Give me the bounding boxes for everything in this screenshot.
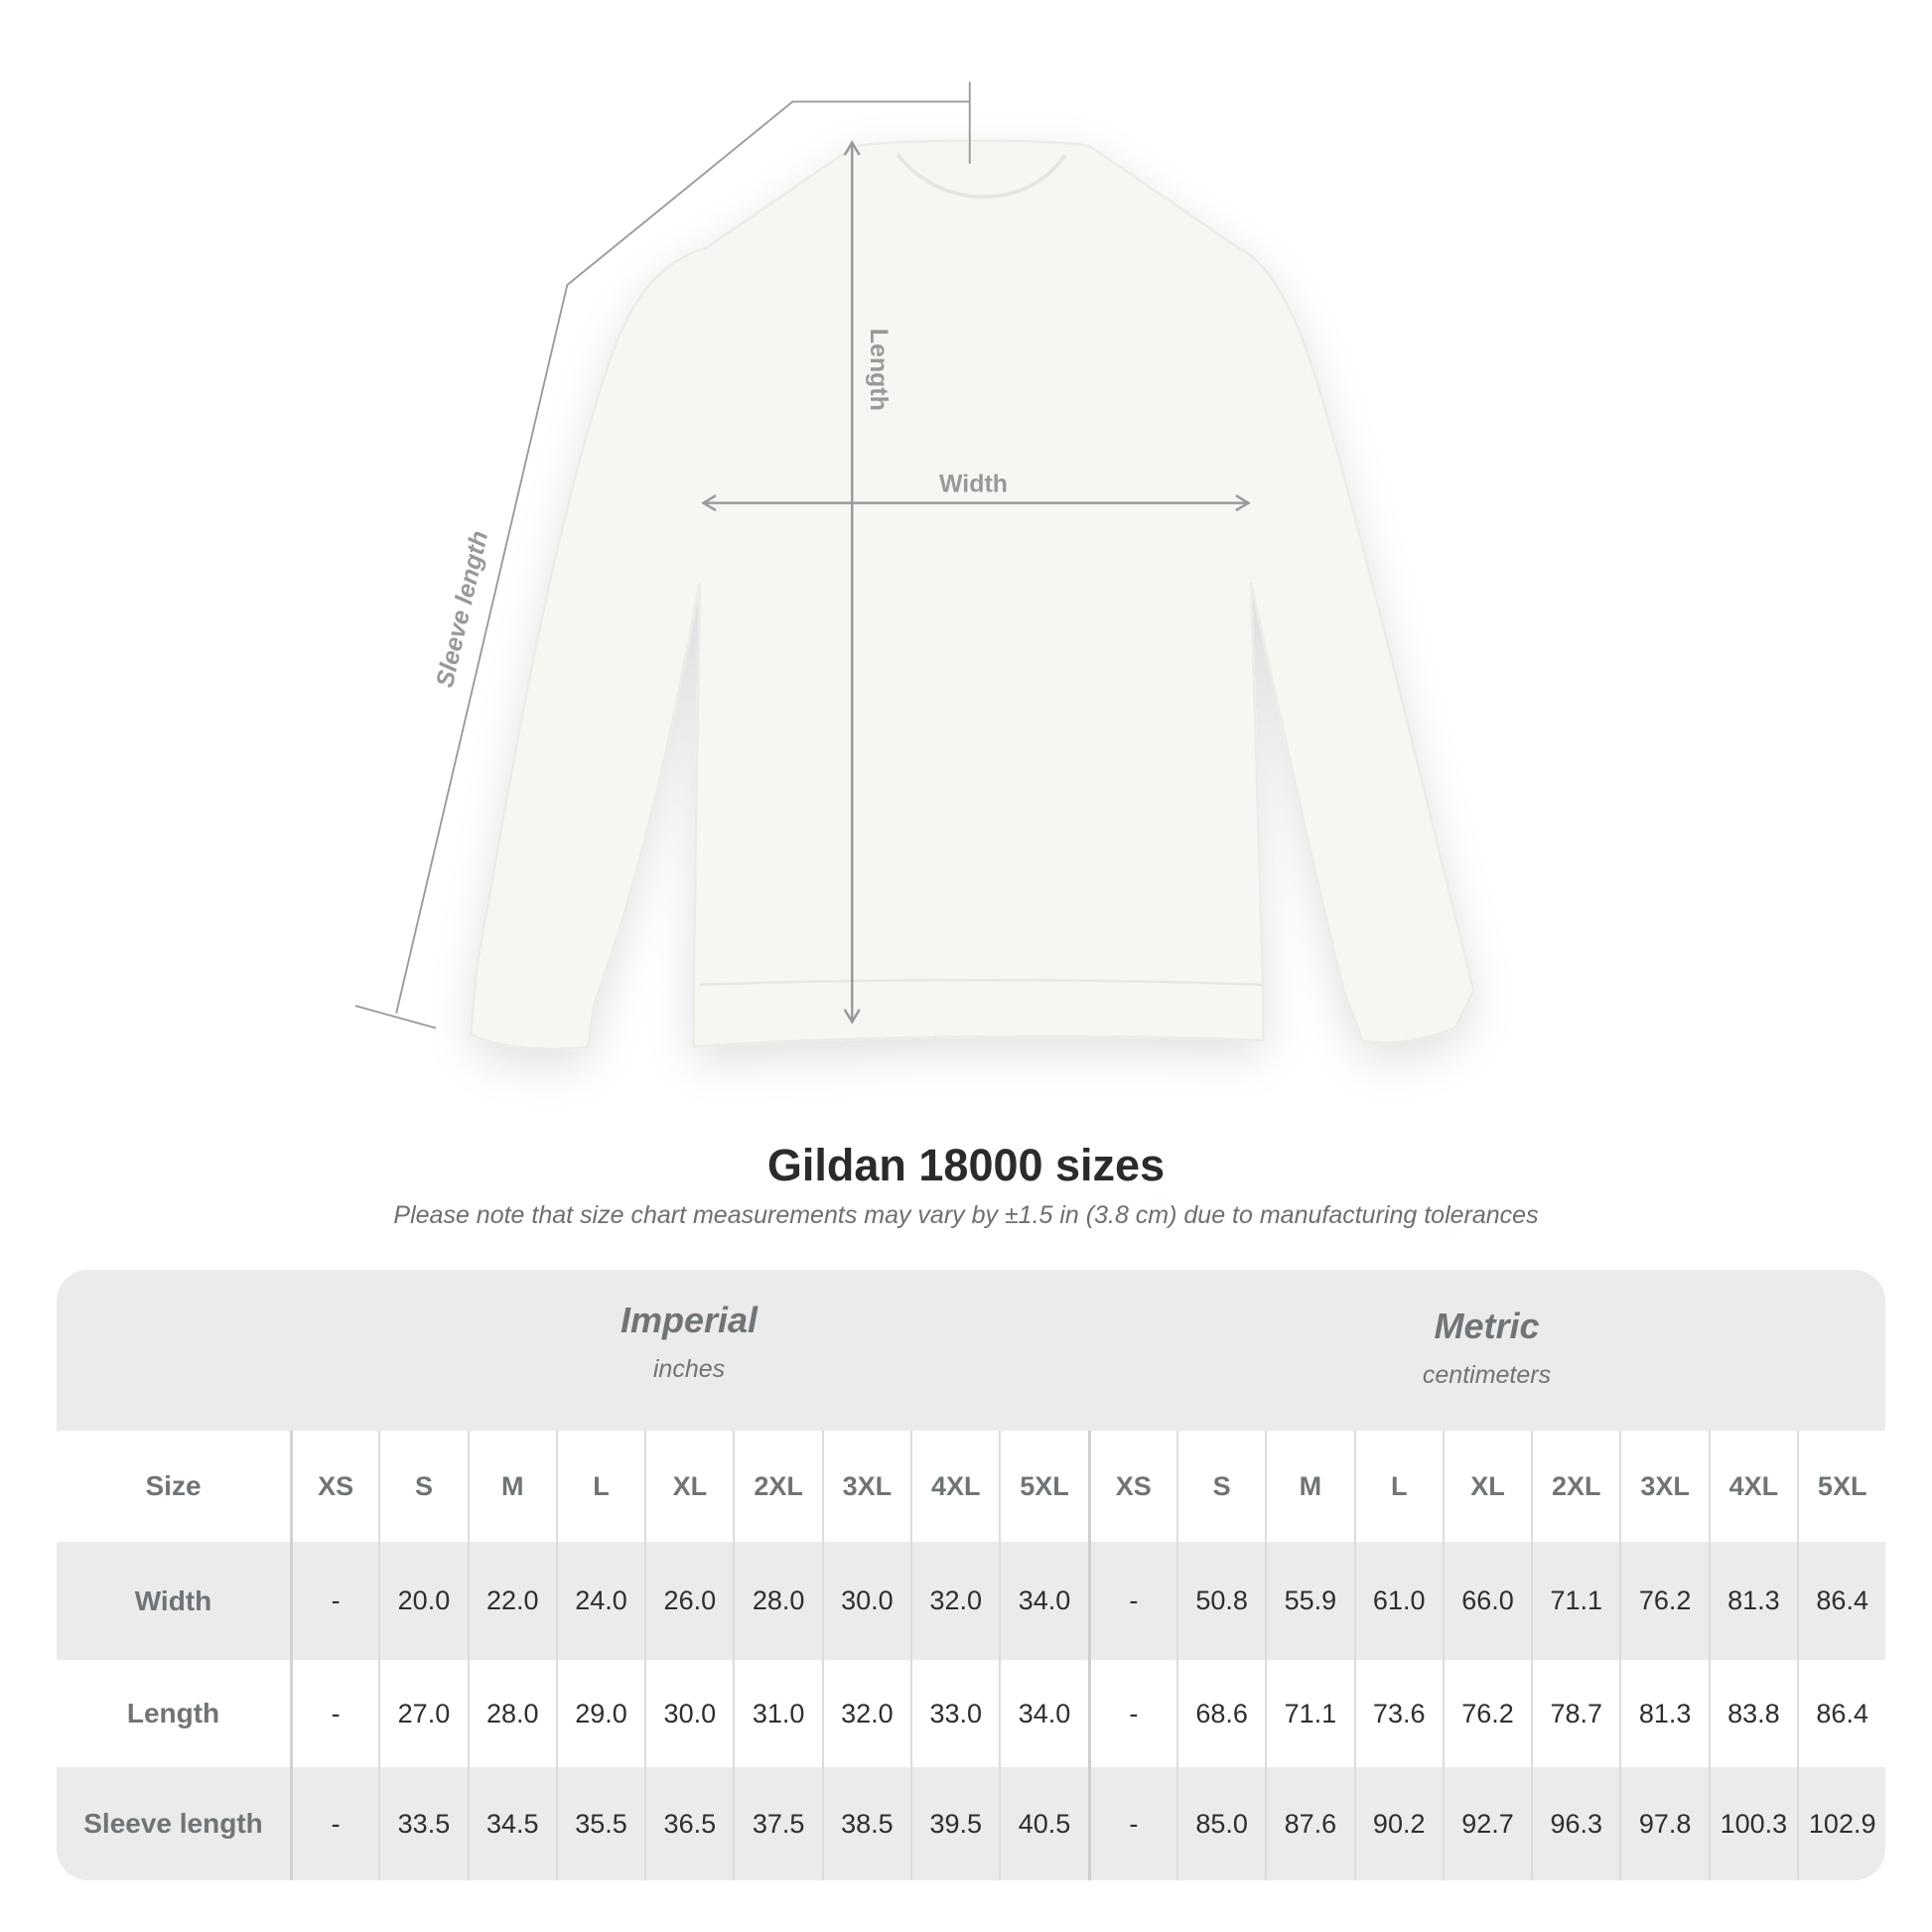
table-cell: 90.2 <box>1353 1767 1443 1880</box>
table-cell: 26.0 <box>644 1542 733 1660</box>
table-cell: 36.5 <box>644 1767 733 1880</box>
size-header-cell: 4XL <box>910 1431 999 1542</box>
table-cell: 34.0 <box>999 1542 1087 1660</box>
table-cell: 32.0 <box>821 1660 910 1767</box>
imperial-unit: inches <box>652 1355 726 1383</box>
size-header-cell: XL <box>1442 1431 1531 1542</box>
size-header-cell: 5XL <box>999 1431 1087 1542</box>
table-cell: 39.5 <box>910 1767 999 1880</box>
metric-header: Metric centimeters <box>1088 1306 1885 1390</box>
size-header-cell: 4XL <box>1708 1431 1797 1542</box>
table-cell: 97.8 <box>1619 1767 1708 1880</box>
table-cell: 76.2 <box>1619 1542 1708 1660</box>
table-cell: 50.8 <box>1175 1542 1265 1660</box>
sweatshirt-illustration: Length Width Sleeve length <box>354 81 1475 1050</box>
table-cell: 55.9 <box>1265 1542 1353 1660</box>
table-cell: - <box>1087 1660 1176 1767</box>
table-cell: 61.0 <box>1353 1542 1443 1660</box>
table-cell: 71.1 <box>1531 1542 1619 1660</box>
size-header-cell: XS <box>1087 1431 1176 1542</box>
imperial-title: Imperial <box>620 1300 759 1340</box>
sleeve-length-measure <box>354 81 971 1030</box>
page-title: Gildan 18000 sizes <box>766 1140 1166 1190</box>
table-cell: 81.3 <box>1619 1660 1708 1767</box>
table-row: Sleeve length -33.5 34.5 35.5 36.5 37.5 38.5 39… <box>57 1767 1885 1880</box>
table-cell: - <box>1087 1542 1176 1660</box>
size-header-cell: M <box>467 1431 556 1542</box>
table-cell: 83.8 <box>1708 1660 1797 1767</box>
table-cell: 32.0 <box>910 1542 999 1660</box>
width-label: Width <box>939 470 1008 497</box>
table-header-band <box>57 1270 1885 1431</box>
table-cell: 78.7 <box>1531 1660 1619 1767</box>
table-cell: - <box>290 1542 378 1660</box>
table-cell: 27.0 <box>378 1660 467 1767</box>
table-cell: - <box>290 1767 378 1880</box>
size-header-cell: L <box>555 1431 644 1542</box>
length-label: Length <box>865 329 893 411</box>
table-cell: 37.5 <box>733 1767 821 1880</box>
table-cell: 66.0 <box>1442 1542 1531 1660</box>
table-cell: 28.0 <box>467 1660 556 1767</box>
tolerance-note: Please note that size chart measurements… <box>393 1201 1539 1229</box>
table-cell: 22.0 <box>467 1542 556 1660</box>
table-cell: - <box>1087 1767 1176 1880</box>
size-header-cell: 2XL <box>1531 1431 1619 1542</box>
table-cell: 30.0 <box>644 1660 733 1767</box>
size-header-cell: S <box>1175 1431 1265 1542</box>
row-label: Sleeve length <box>83 1808 263 1839</box>
table-cell: 81.3 <box>1708 1542 1797 1660</box>
table-cell: 76.2 <box>1442 1660 1531 1767</box>
length-measure <box>843 140 861 1025</box>
sweatshirt <box>469 139 1475 1050</box>
size-header-cell: 5XL <box>1797 1431 1885 1542</box>
metric-title: Metric <box>1434 1306 1540 1346</box>
size-header-cell: 2XL <box>733 1431 821 1542</box>
table-row: Length -27.0 28.0 29.0 30.0 31.0 32.0 33.0 34.0-… <box>57 1660 1885 1767</box>
size-header-cell: 3XL <box>821 1431 910 1542</box>
table-cell: 20.0 <box>378 1542 467 1660</box>
table-cell: 86.4 <box>1797 1542 1885 1660</box>
table-cell: 28.0 <box>733 1542 821 1660</box>
table-cell: 100.3 <box>1708 1767 1797 1880</box>
table-cell: 87.6 <box>1265 1767 1353 1880</box>
size-header-cell: M <box>1265 1431 1353 1542</box>
imperial-header: Imperial inches <box>290 1300 1088 1384</box>
table-cell: 92.7 <box>1442 1767 1531 1880</box>
table-cell: 102.9 <box>1797 1767 1885 1880</box>
table-cell: 71.1 <box>1265 1660 1353 1767</box>
table-cell: 29.0 <box>555 1660 644 1767</box>
size-row: Size XS S M L XL 2XL 3XL 4XL 5XL XS S M L XL 2XL 3XL 4XL… <box>57 1431 1885 1542</box>
table-cell: 86.4 <box>1797 1660 1885 1767</box>
table-row: Width -20.0 22.0 24.0 26.0 28.0 30.0 32.0 34.0-5… <box>57 1542 1885 1660</box>
table-cell: 24.0 <box>555 1542 644 1660</box>
table-cell: 34.0 <box>999 1660 1087 1767</box>
sleeve-length-label: Sleeve length <box>431 528 493 690</box>
size-header-cell: S <box>378 1431 467 1542</box>
metric-unit: centimeters <box>1422 1361 1552 1389</box>
size-label: Size <box>145 1470 202 1501</box>
table-cell: 30.0 <box>821 1542 910 1660</box>
row-label: Width <box>134 1585 212 1616</box>
size-header-cell: L <box>1353 1431 1443 1542</box>
table-cell: 68.6 <box>1175 1660 1265 1767</box>
size-header-cell: XS <box>290 1431 378 1542</box>
size-table: Imperial inches Metric centimeters Size … <box>57 1270 1885 1880</box>
table-cell: 33.5 <box>378 1767 467 1880</box>
table-cell: 35.5 <box>555 1767 644 1880</box>
table-cell: 33.0 <box>910 1660 999 1767</box>
width-measure <box>701 494 1251 512</box>
table-cell: - <box>290 1660 378 1767</box>
size-header-cell: XL <box>644 1431 733 1542</box>
table-cell: 96.3 <box>1531 1767 1619 1880</box>
table-cell: 31.0 <box>733 1660 821 1767</box>
row-label: Length <box>126 1698 220 1728</box>
table-cell: 34.5 <box>467 1767 556 1880</box>
table-cell: 40.5 <box>999 1767 1087 1880</box>
size-header-cell: 3XL <box>1619 1431 1708 1542</box>
table-cell: 85.0 <box>1175 1767 1265 1880</box>
table-cell: 38.5 <box>821 1767 910 1880</box>
table-cell: 73.6 <box>1353 1660 1443 1767</box>
